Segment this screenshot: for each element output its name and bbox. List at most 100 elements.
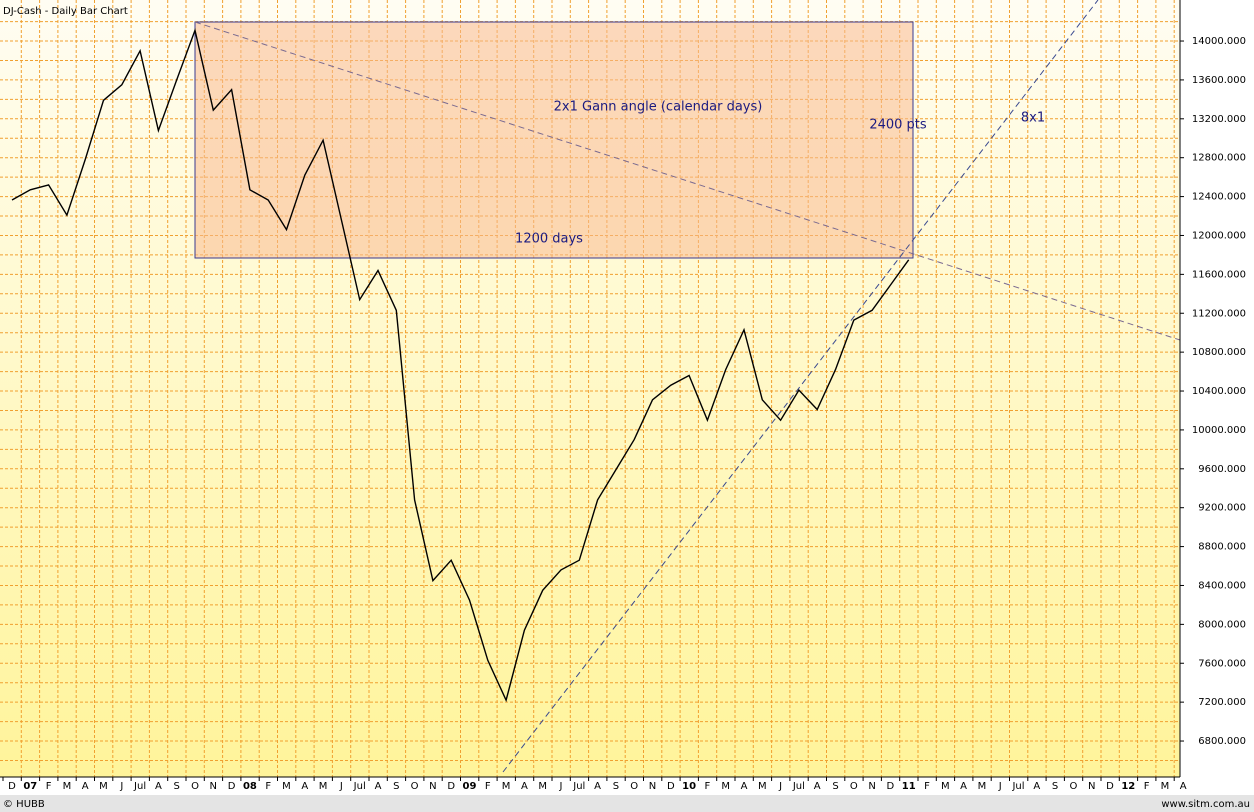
x-tick-label: M <box>758 781 767 792</box>
x-tick-label: Jul <box>1011 781 1024 792</box>
x-tick-label: Jul <box>353 781 366 792</box>
x-tick-label: J <box>778 781 782 792</box>
x-tick-label: S <box>832 781 838 792</box>
x-tick-label: M <box>99 781 108 792</box>
y-tick-label: 12000.000 <box>1192 230 1246 241</box>
x-tick-label: M <box>721 781 730 792</box>
y-tick-label: 8800.000 <box>1198 542 1246 553</box>
x-tick-label: M <box>502 781 511 792</box>
y-tick-label: 8000.000 <box>1198 619 1246 630</box>
x-tick-label: M <box>63 781 72 792</box>
x-tick-label: 08 <box>243 781 257 792</box>
x-tick-label: D <box>887 781 895 792</box>
x-tick-label: O <box>411 781 419 792</box>
x-tick-label: 07 <box>23 781 37 792</box>
y-tick-label: 10400.000 <box>1192 386 1246 397</box>
x-tick-label: S <box>393 781 399 792</box>
x-tick-label: A <box>1180 781 1187 792</box>
annotation: 1200 days <box>515 232 583 247</box>
x-tick-label: S <box>613 781 619 792</box>
x-tick-label: 12 <box>1121 781 1135 792</box>
x-tick-label: F <box>924 781 930 792</box>
y-tick-label: 7200.000 <box>1198 697 1246 708</box>
x-tick-label: Jul <box>792 781 805 792</box>
x-tick-label: M <box>282 781 291 792</box>
footer-right: www.sitm.com.au <box>1161 799 1250 810</box>
x-tick-label: S <box>174 781 180 792</box>
x-tick-label: A <box>375 781 382 792</box>
price-line <box>11 27 910 703</box>
x-tick-label: D <box>667 781 675 792</box>
x-tick-label: N <box>649 781 656 792</box>
x-tick-label: A <box>814 781 821 792</box>
footer <box>0 795 1254 812</box>
gann-2x1-line <box>194 21 1181 341</box>
x-tick-label: M <box>978 781 987 792</box>
x-tick-label: Jul <box>572 781 585 792</box>
x-tick-label: O <box>1069 781 1077 792</box>
marks <box>11 27 910 703</box>
y-tick-label: 14000.000 <box>1192 36 1246 47</box>
gann-box <box>194 21 914 259</box>
x-tick-label: O <box>630 781 638 792</box>
x-tick-label: N <box>868 781 875 792</box>
y-tick-label: 9200.000 <box>1198 503 1246 514</box>
x-tick-label: F <box>265 781 271 792</box>
x-tick-label: D <box>8 781 16 792</box>
x-axis-background <box>0 777 1180 795</box>
x-tick-label: N <box>1088 781 1095 792</box>
annotation: 2x1 Gann angle (calendar days) <box>554 100 763 115</box>
grid <box>0 0 1180 777</box>
x-tick-label: M <box>538 781 547 792</box>
x-tick-label: 10 <box>682 781 696 792</box>
y-tick-label: 8400.000 <box>1198 580 1246 591</box>
x-tick-label: A <box>960 781 967 792</box>
x-tick-label: A <box>301 781 308 792</box>
x-tick-label: O <box>191 781 199 792</box>
axis-background <box>1180 0 1254 795</box>
y-tick-label: 6800.000 <box>1198 736 1246 747</box>
x-tick-label: F <box>705 781 711 792</box>
x-tick-label: Jul <box>133 781 146 792</box>
y-tick-label: 7600.000 <box>1198 658 1246 669</box>
x-tick-label: A <box>155 781 162 792</box>
x-tick-label: O <box>850 781 858 792</box>
x-tick-label: A <box>741 781 748 792</box>
y-tick-label: 12400.000 <box>1192 192 1246 203</box>
x-tick-label: D <box>228 781 236 792</box>
y-tick-label: 13200.000 <box>1192 114 1246 125</box>
x-tick-label: J <box>559 781 563 792</box>
y-tick-label: 11200.000 <box>1192 308 1246 319</box>
x-tick-label: N <box>210 781 217 792</box>
x-tick-label: S <box>1052 781 1058 792</box>
footer-left: © HUBB <box>3 799 45 810</box>
y-tick-label: 12800.000 <box>1192 153 1246 164</box>
x-tick-label: A <box>521 781 528 792</box>
x-tick-label: D <box>1106 781 1114 792</box>
y-tick-label: 10800.000 <box>1192 347 1246 358</box>
x-tick-label: D <box>447 781 455 792</box>
chart-title: DJ-Cash - Daily Bar Chart <box>3 6 128 17</box>
x-tick-label: A <box>594 781 601 792</box>
y-tick-label: 10000.000 <box>1192 425 1246 436</box>
x-tick-label: F <box>46 781 52 792</box>
annotation: 8x1 <box>1021 111 1045 126</box>
x-tick-label: M <box>941 781 950 792</box>
x-tick-label: J <box>998 781 1002 792</box>
x-tick-label: J <box>339 781 343 792</box>
x-tick-label: A <box>1033 781 1040 792</box>
x-tick-label: M <box>1161 781 1170 792</box>
x-tick-label: N <box>429 781 436 792</box>
y-tick-label: 11600.000 <box>1192 269 1246 280</box>
annotation: 2400 pts <box>869 118 927 133</box>
gann-8x1-line <box>502 0 1099 773</box>
x-tick-label: J <box>119 781 123 792</box>
y-tick-label: 9600.000 <box>1198 464 1246 475</box>
x-tick-label: F <box>1144 781 1150 792</box>
x-tick-label: A <box>82 781 89 792</box>
x-tick-label: F <box>485 781 491 792</box>
x-tick-label: M <box>319 781 328 792</box>
x-tick-label: 09 <box>463 781 477 792</box>
y-tick-label: 13600.000 <box>1192 75 1246 86</box>
